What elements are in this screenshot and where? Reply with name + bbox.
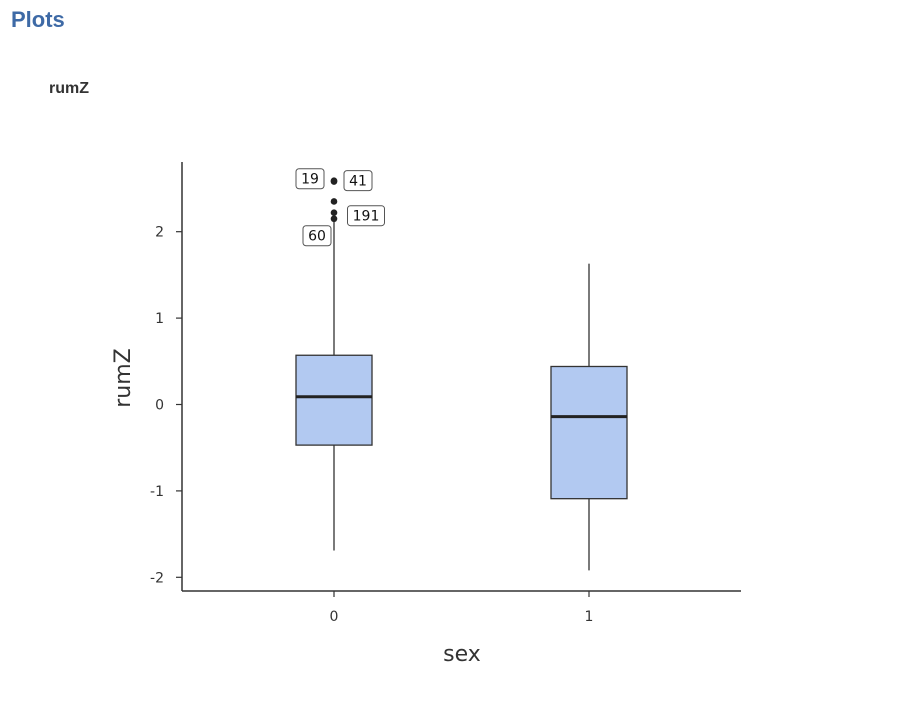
outlier-point: [330, 178, 338, 185]
box-iqr: [550, 365, 628, 500]
box-iqr: [295, 354, 373, 446]
section-heading: Plots: [11, 7, 65, 32]
outlier-label-box: [347, 205, 385, 227]
y-tick-label: 2: [155, 225, 164, 241]
outlier-point: [330, 198, 338, 205]
x-tick-label: 1: [585, 609, 594, 625]
outlier-label-box: [302, 225, 332, 247]
y-tick-label: -2: [150, 570, 164, 586]
y-tick-label: -1: [150, 484, 164, 500]
y-tick-label: 0: [155, 398, 164, 414]
x-tick-label: 0: [330, 609, 339, 625]
outlier-label: 191: [353, 209, 380, 225]
outlier-point: [330, 209, 338, 216]
plot-title: rumZ: [49, 80, 89, 97]
outlier-point: [330, 215, 338, 223]
outlier-label: 19: [301, 172, 319, 188]
outlier-label-box: [295, 168, 325, 190]
y-axis-title: rumZ: [111, 348, 136, 408]
outlier-label: 41: [349, 174, 367, 190]
outlier-label: 60: [308, 229, 326, 245]
outlier-label-box: [343, 170, 373, 192]
x-axis-title: sex: [443, 642, 481, 667]
y-tick-label: 1: [155, 311, 164, 327]
